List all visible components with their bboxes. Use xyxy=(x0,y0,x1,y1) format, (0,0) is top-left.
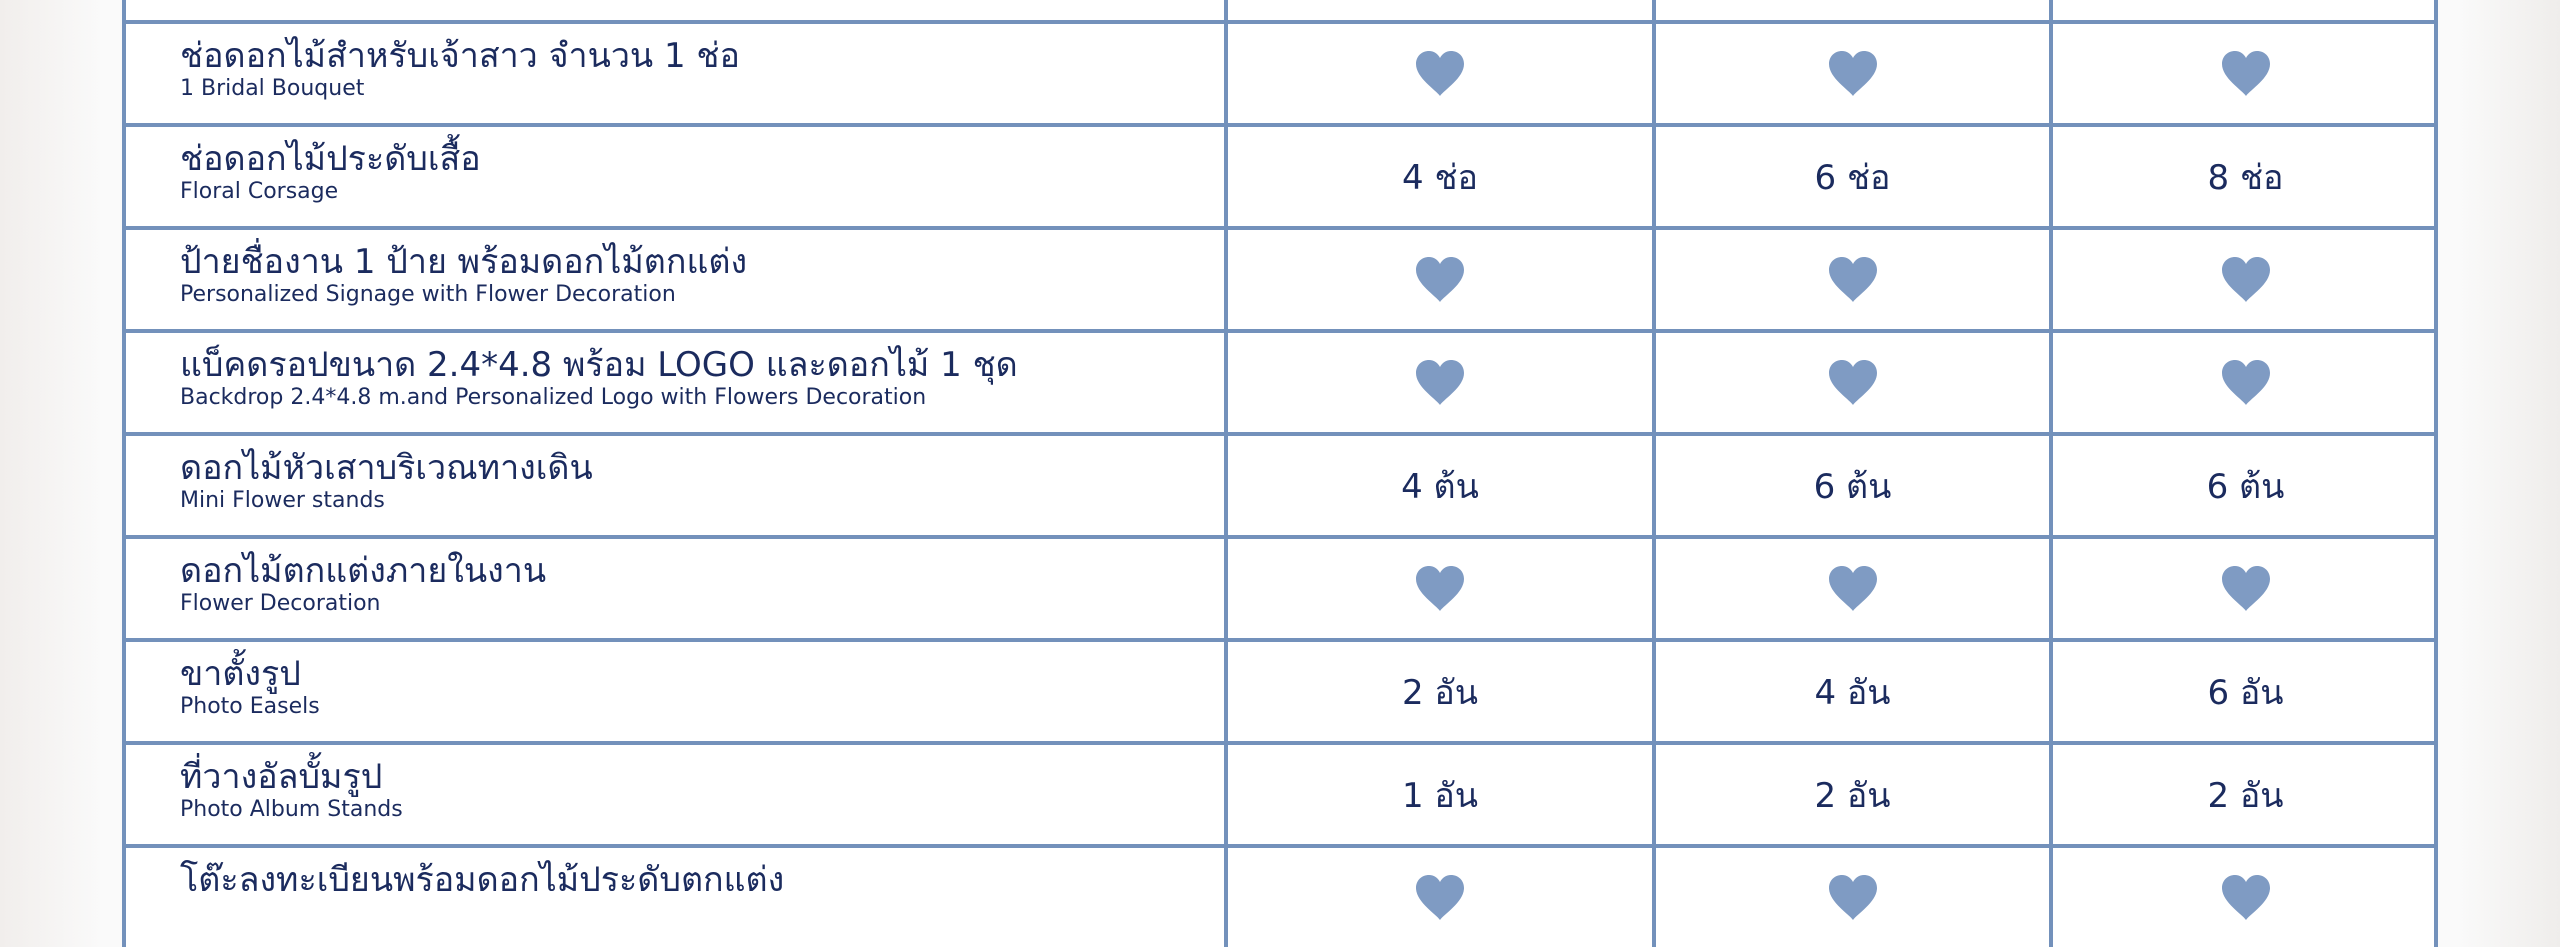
quantity-value: 2 อัน xyxy=(1814,775,1891,816)
table-row: โต๊ะลงทะเบียนพร้อมดอกไม้ประดับตกแต่ง xyxy=(122,844,2438,947)
heart-icon xyxy=(1416,50,1464,96)
table-row xyxy=(122,0,2438,20)
package-1-cell xyxy=(1224,333,1652,432)
table-row: ป้ายชื่องาน 1 ป้าย พร้อมดอกไม้ตกแต่ง Per… xyxy=(122,226,2438,329)
heart-icon xyxy=(1416,256,1464,302)
package-1-cell: 1 อัน xyxy=(1224,745,1652,844)
item-thai-label: ช่อดอกไม้ประดับเสื้อ xyxy=(180,139,481,179)
package-3-cell: 8 ช่อ xyxy=(2049,127,2438,226)
item-thai-label: ขาตั้งรูป xyxy=(180,654,301,694)
package-2-cell xyxy=(1652,24,2049,123)
package-2-cell: 2 อัน xyxy=(1652,745,2049,844)
package-2-cell: 6 ต้น xyxy=(1652,436,2049,535)
package-1-cell xyxy=(1224,848,1652,947)
item-english-label: 1 Bridal Bouquet xyxy=(180,76,365,101)
table-row: ขาตั้งรูป Photo Easels 2 อัน 4 อัน 6 อัน xyxy=(122,638,2438,741)
heart-icon xyxy=(1828,565,1877,611)
quantity-value: 8 ช่อ xyxy=(2207,157,2284,198)
quantity-value: 6 อัน xyxy=(2207,672,2284,713)
item-cell: ดอกไม้ตกแต่งภายในงาน Flower Decoration xyxy=(126,539,1220,638)
package-3-cell: 6 อัน xyxy=(2049,642,2438,741)
package-2-cell xyxy=(1652,0,2049,20)
package-2-cell xyxy=(1652,230,2049,329)
item-cell xyxy=(126,0,1220,20)
table-row: ที่วางอัลบั้มรูป Photo Album Stands 1 อัน… xyxy=(122,741,2438,844)
item-cell: ป้ายชื่องาน 1 ป้าย พร้อมดอกไม้ตกแต่ง Per… xyxy=(126,230,1220,329)
package-3-cell: 2 อัน xyxy=(2049,745,2438,844)
item-cell: โต๊ะลงทะเบียนพร้อมดอกไม้ประดับตกแต่ง xyxy=(126,848,1220,947)
package-3-cell xyxy=(2049,230,2438,329)
package-3-cell xyxy=(2049,848,2438,947)
package-3-cell xyxy=(2049,333,2438,432)
heart-icon xyxy=(1828,50,1877,96)
item-thai-label: ดอกไม้หัวเสาบริเวณทางเดิน xyxy=(180,448,593,488)
heart-icon xyxy=(1828,256,1877,302)
package-1-cell xyxy=(1224,0,1652,20)
item-english-label: Floral Corsage xyxy=(180,179,339,204)
quantity-value: 4 อัน xyxy=(1814,672,1891,713)
package-1-cell: 4 ช่อ xyxy=(1224,127,1652,226)
quantity-value: 2 อัน xyxy=(1401,672,1479,713)
heart-icon xyxy=(1828,359,1877,405)
item-cell: ช่อดอกไม้สำหรับเจ้าสาว จำนวน 1 ช่อ 1 Bri… xyxy=(126,24,1220,123)
table-row: ดอกไม้ตกแต่งภายในงาน Flower Decoration xyxy=(122,535,2438,638)
item-thai-label: ป้ายชื่องาน 1 ป้าย พร้อมดอกไม้ตกแต่ง xyxy=(180,242,748,282)
table-row: ดอกไม้หัวเสาบริเวณทางเดิน Mini Flower st… xyxy=(122,432,2438,535)
table-row: ช่อดอกไม้ประดับเสื้อ Floral Corsage 4 ช่อ… xyxy=(122,123,2438,226)
item-english-label: Photo Album Stands xyxy=(180,797,403,822)
heart-icon xyxy=(2221,359,2270,405)
package-2-cell xyxy=(1652,539,2049,638)
item-cell: แบ็คดรอปขนาด 2.4*4.8 พร้อม LOGO และดอกไม… xyxy=(126,333,1220,432)
item-cell: ดอกไม้หัวเสาบริเวณทางเดิน Mini Flower st… xyxy=(126,436,1220,535)
item-cell: ที่วางอัลบั้มรูป Photo Album Stands xyxy=(126,745,1220,844)
heart-icon xyxy=(2221,565,2270,611)
package-3-cell xyxy=(2049,0,2438,20)
quantity-value: 6 ช่อ xyxy=(1814,157,1891,198)
item-thai-label: แบ็คดรอปขนาด 2.4*4.8 พร้อม LOGO และดอกไม… xyxy=(180,345,1018,385)
quantity-value: 4 ช่อ xyxy=(1402,157,1478,198)
heart-icon xyxy=(1416,565,1464,611)
quantity-value: 1 อัน xyxy=(1401,775,1479,816)
heart-icon xyxy=(2221,874,2270,920)
package-1-cell xyxy=(1224,230,1652,329)
quantity-value: 6 ต้น xyxy=(2206,466,2285,507)
quantity-value: 6 ต้น xyxy=(1813,466,1892,507)
item-english-label: Flower Decoration xyxy=(180,591,381,616)
item-english-label: Backdrop 2.4*4.8 m.and Personalized Logo… xyxy=(180,385,927,410)
item-english-label: Mini Flower stands xyxy=(180,488,385,513)
package-3-cell xyxy=(2049,539,2438,638)
package-2-cell xyxy=(1652,848,2049,947)
table-row: แบ็คดรอปขนาด 2.4*4.8 พร้อม LOGO และดอกไม… xyxy=(122,329,2438,432)
item-thai-label: ช่อดอกไม้สำหรับเจ้าสาว จำนวน 1 ช่อ xyxy=(180,36,740,76)
package-2-cell: 4 อัน xyxy=(1652,642,2049,741)
package-1-cell: 2 อัน xyxy=(1224,642,1652,741)
heart-icon xyxy=(1828,874,1877,920)
item-english-label: Personalized Signage with Flower Decorat… xyxy=(180,282,676,307)
package-2-cell xyxy=(1652,333,2049,432)
item-cell: ช่อดอกไม้ประดับเสื้อ Floral Corsage xyxy=(126,127,1220,226)
quantity-value: 2 อัน xyxy=(2207,775,2284,816)
package-1-cell xyxy=(1224,24,1652,123)
item-thai-label: ที่วางอัลบั้มรูป xyxy=(180,757,383,797)
item-cell: ขาตั้งรูป Photo Easels xyxy=(126,642,1220,741)
package-3-cell xyxy=(2049,24,2438,123)
package-1-cell xyxy=(1224,539,1652,638)
package-2-cell: 6 ช่อ xyxy=(1652,127,2049,226)
item-english-label: Photo Easels xyxy=(180,694,320,719)
heart-icon xyxy=(1416,874,1464,920)
item-thai-label: ดอกไม้ตกแต่งภายในงาน xyxy=(180,551,547,591)
heart-icon xyxy=(1416,359,1464,405)
package-1-cell: 4 ต้น xyxy=(1224,436,1652,535)
heart-icon xyxy=(2221,50,2270,96)
quantity-value: 4 ต้น xyxy=(1401,466,1479,507)
package-3-cell: 6 ต้น xyxy=(2049,436,2438,535)
heart-icon xyxy=(2221,256,2270,302)
item-thai-label: โต๊ะลงทะเบียนพร้อมดอกไม้ประดับตกแต่ง xyxy=(180,860,785,900)
table-row: ช่อดอกไม้สำหรับเจ้าสาว จำนวน 1 ช่อ 1 Bri… xyxy=(122,20,2438,123)
